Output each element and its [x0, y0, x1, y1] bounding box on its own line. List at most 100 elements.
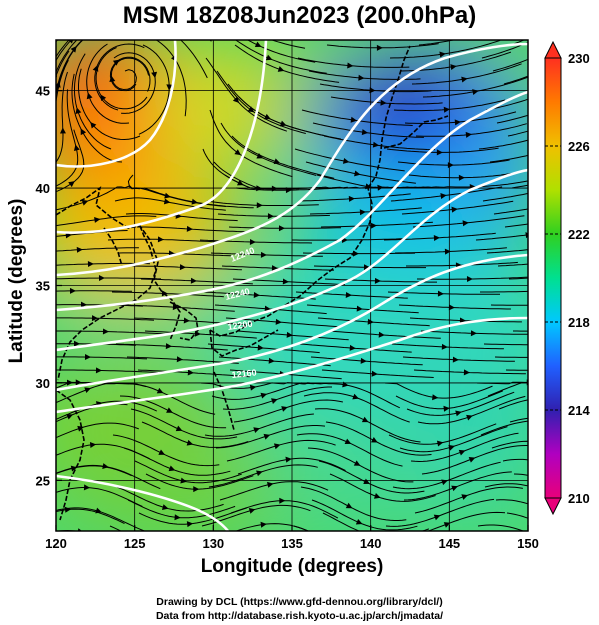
streamline-arrowhead: [95, 507, 102, 514]
credit-drawing: Drawing by DCL (https://www.gfd-dennou.o…: [156, 596, 443, 608]
streamline: [485, 98, 528, 111]
map-title: MSM 18Z08Jun2023 (200.0hPa): [122, 2, 477, 29]
streamline-arrowhead: [355, 518, 363, 525]
streamline: [299, 343, 412, 353]
streamline: [502, 458, 528, 462]
streamline-arrowhead: [344, 7, 350, 13]
temperature-field: [56, 40, 528, 531]
streamline: [397, 0, 505, 19]
streamline: [483, 343, 528, 346]
streamline-arrowhead: [109, 75, 116, 82]
streamline: [127, 499, 236, 519]
streamline-arrowhead: [249, 384, 257, 391]
streamline-arrowhead: [193, 486, 200, 493]
streamline: [236, 330, 349, 341]
streamline: [137, 226, 249, 233]
streamline-arrowhead: [459, 317, 466, 324]
streamline-arrowhead: [279, 497, 286, 504]
streamline-arrowhead: [168, 550, 174, 556]
streamline: [325, 421, 432, 456]
streamline: [417, 395, 526, 425]
streamline: [384, 382, 493, 399]
streamline-arrowhead: [191, 198, 198, 205]
streamline-arrowhead: [86, 92, 93, 100]
y-axis-label: Latitude (degrees): [6, 198, 27, 364]
streamline-arrowhead: [260, 521, 267, 528]
streamline: [56, 343, 137, 346]
streamline: [392, 461, 501, 490]
streamline: [56, 330, 165, 335]
streamline-arrowhead: [530, 288, 536, 294]
streamline: [402, 356, 515, 362]
streamline-arrowhead: [68, 40, 74, 44]
streamline-arrowhead: [537, 246, 543, 252]
streamline: [411, 63, 522, 85]
streamline: [86, 43, 130, 124]
streamline: [130, 408, 238, 440]
streamline: [56, 50, 70, 78]
streamline: [480, 290, 528, 293]
streamline: [305, 161, 416, 184]
streamline-arrowhead: [273, 158, 281, 165]
streamline: [498, 399, 528, 410]
streamline: [475, 234, 528, 241]
streamline-arrowhead: [190, 277, 197, 284]
streamline: [74, 53, 112, 150]
streamline-arrowhead: [441, 479, 448, 486]
streamline-arrowhead: [271, 265, 278, 272]
streamline: [314, 408, 421, 443]
streamline-arrowhead: [256, 153, 264, 159]
streamline: [320, 221, 433, 228]
colorbar-tick-label: 214: [568, 403, 590, 418]
colorbar-tick-label: 210: [568, 491, 590, 506]
streamline-arrowhead: [353, 460, 361, 466]
streamline: [412, 215, 525, 228]
streamline-arrowhead: [528, 39, 535, 44]
streamline: [321, 369, 434, 378]
streamline: [208, 464, 318, 488]
streamline-arrowhead: [273, 443, 281, 450]
streamline-arrowhead: [158, 6, 165, 12]
streamline-arrowhead: [344, 438, 352, 445]
streamline-arrowhead: [278, 225, 285, 232]
streamline: [312, 122, 424, 138]
streamline: [210, 252, 323, 257]
streamline-arrowhead: [172, 304, 179, 311]
streamline: [18, 0, 123, 6]
streamline: [56, 71, 68, 163]
streamline: [394, 247, 507, 254]
streamline-arrowhead: [369, 87, 376, 94]
streamline-arrowhead: [256, 202, 263, 209]
streamline-arrowhead: [271, 185, 278, 192]
streamline-arrowhead: [175, 425, 183, 432]
streamline: [476, 381, 528, 385]
streamline: [404, 111, 517, 124]
streamline-arrowhead: [260, 251, 267, 258]
streamline: [56, 277, 162, 280]
streamline-arrowhead: [92, 65, 99, 72]
streamline-arrowhead: [234, 149, 242, 156]
streamline-arrowhead: [271, 398, 278, 404]
streamline: [180, 0, 287, 12]
streamline-arrowhead: [535, 550, 542, 556]
streamline-arrowhead: [57, 20, 64, 26]
streamline: [119, 395, 227, 429]
streamline: [56, 89, 79, 187]
streamline: [481, 41, 528, 59]
streamline-arrowhead: [468, 457, 476, 463]
streamline-arrowhead: [63, 29, 70, 35]
streamline: [497, 263, 528, 267]
streamline: [491, 440, 528, 449]
streamline: [209, 109, 293, 178]
streamline-arrowhead: [56, 81, 61, 88]
streamline: [506, 512, 528, 519]
streamline-arrowhead: [279, 120, 287, 127]
streamline: [387, 291, 500, 295]
streamline-arrowhead: [358, 74, 365, 81]
streamline-arrowhead: [94, 216, 101, 223]
streamline: [386, 147, 499, 153]
streamline-arrowhead: [66, 379, 73, 386]
streamline: [309, 207, 422, 215]
streamline-arrowhead: [166, 84, 173, 91]
streamline-arrowhead: [174, 514, 181, 521]
